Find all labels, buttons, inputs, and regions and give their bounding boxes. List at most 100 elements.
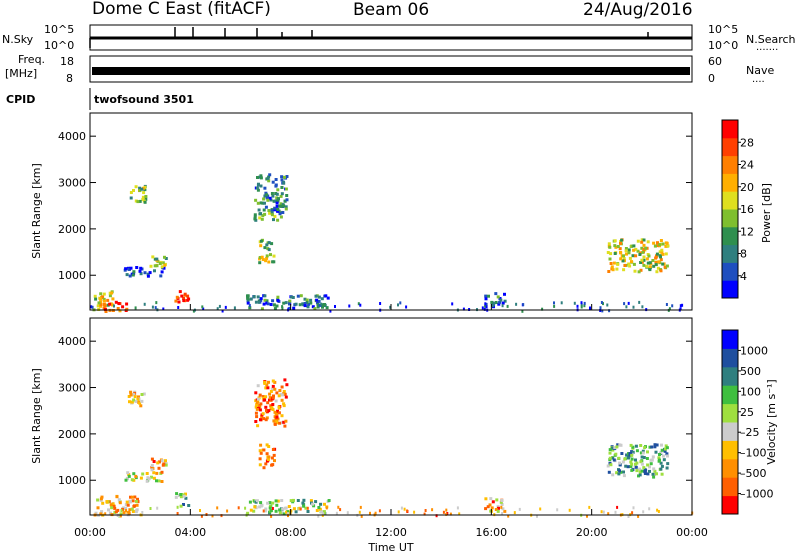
echo-cell: [348, 304, 351, 308]
echo-cell: [268, 506, 272, 510]
echo-cell: [640, 238, 644, 242]
echo-cell: [271, 403, 275, 406]
echo-cell: [642, 247, 646, 251]
echo-cell: [600, 510, 603, 514]
echo-cell: [102, 292, 106, 296]
echo-cell: [118, 309, 122, 313]
echo-cell: [160, 265, 164, 269]
echo-cell: [490, 300, 494, 304]
nsky-tick-bottom: 10^0: [44, 39, 74, 52]
echo-cell: [275, 196, 279, 200]
echo-cell: [96, 498, 100, 502]
echo-cell: [116, 508, 120, 512]
echo-cell: [264, 395, 268, 399]
echo-cell: [187, 504, 191, 507]
echo-cell: [155, 301, 158, 305]
echo-cell: [143, 188, 147, 192]
echo-cell: [163, 263, 167, 267]
echo-cell: [269, 390, 273, 393]
echo-cell: [413, 510, 416, 514]
echo-cell: [266, 302, 270, 306]
echo-cell: [164, 463, 168, 467]
echo-cell: [148, 271, 152, 275]
echo-cell: [160, 480, 164, 483]
echo-cell: [296, 499, 300, 502]
echo-cell: [264, 462, 268, 466]
echo-cell: [305, 298, 309, 302]
echo-cell: [157, 479, 161, 483]
echo-cell: [617, 472, 621, 476]
echo-cell: [282, 204, 286, 208]
echo-cell: [281, 511, 284, 515]
echo-cell: [634, 462, 637, 466]
echo-cell: [164, 257, 168, 260]
echo-cell: [640, 469, 644, 473]
echo-cell: [481, 306, 484, 310]
echo-cell: [138, 186, 142, 190]
echo-cell: [301, 302, 305, 306]
echo-cell: [652, 264, 656, 268]
echo-cell: [638, 470, 642, 474]
echo-cell: [150, 468, 154, 472]
echo-cell: [126, 471, 130, 475]
echo-cell: [664, 244, 668, 248]
echo-cell: [607, 470, 611, 474]
echo-cell: [276, 208, 280, 211]
echo-cell: [278, 508, 282, 512]
colorbar-swatch: [722, 155, 738, 174]
echo-cell: [246, 511, 250, 515]
echo-cell: [580, 305, 583, 309]
echo-cell: [262, 208, 266, 212]
echo-cell: [657, 456, 661, 460]
xtick-label: 16:00: [475, 526, 507, 539]
echo-cell: [666, 454, 669, 458]
echo-cell: [275, 204, 279, 208]
echo-cell: [647, 254, 651, 258]
echo-cell: [132, 189, 135, 192]
echo-cell: [265, 443, 269, 447]
echo-cell: [484, 297, 488, 301]
echo-cell: [287, 505, 291, 508]
ytick-label: 3000: [58, 382, 86, 395]
echo-cell: [320, 302, 323, 306]
echo-cell: [660, 248, 664, 252]
nave-label: Nave: [746, 64, 774, 77]
echo-cell: [271, 384, 275, 388]
echo-cell: [280, 385, 284, 389]
colorbar-tick-label: 20: [740, 181, 754, 194]
echo-cell: [583, 304, 586, 308]
echo-cell: [317, 299, 321, 303]
echo-cell: [658, 243, 662, 247]
echo-cell: [666, 462, 670, 466]
echo-cell: [322, 510, 326, 514]
echo-cell: [255, 407, 259, 411]
echo-cell: [389, 305, 392, 309]
echo-cell: [309, 298, 313, 302]
echo-cell: [109, 503, 113, 507]
echo-cell: [163, 255, 166, 259]
echo-cell: [397, 303, 399, 307]
echo-cell: [629, 460, 633, 464]
echo-cell: [155, 471, 159, 475]
echo-cell: [607, 512, 610, 516]
nsearch-label: N.Search: [746, 33, 796, 46]
echo-cell: [276, 188, 280, 192]
echo-cell: [265, 409, 268, 412]
echo-cell: [358, 510, 361, 514]
colorbar-tick-label: 24: [740, 159, 754, 172]
echo-cell: [263, 212, 267, 216]
echo-cell: [246, 294, 250, 298]
colorbar-tick-label: 16: [740, 203, 754, 216]
echo-cell: [132, 393, 136, 397]
echo-cell: [656, 508, 659, 512]
echo-cell: [259, 212, 263, 216]
echo-cell: [256, 176, 259, 179]
echo-cell: [254, 198, 258, 202]
echo-cell: [161, 261, 165, 265]
echo-cell: [267, 260, 271, 264]
echo-cell: [661, 252, 665, 256]
echo-cell: [631, 254, 635, 258]
echo-cell: [622, 474, 626, 478]
echo-cell: [267, 445, 271, 448]
echo-cell: [182, 503, 185, 506]
